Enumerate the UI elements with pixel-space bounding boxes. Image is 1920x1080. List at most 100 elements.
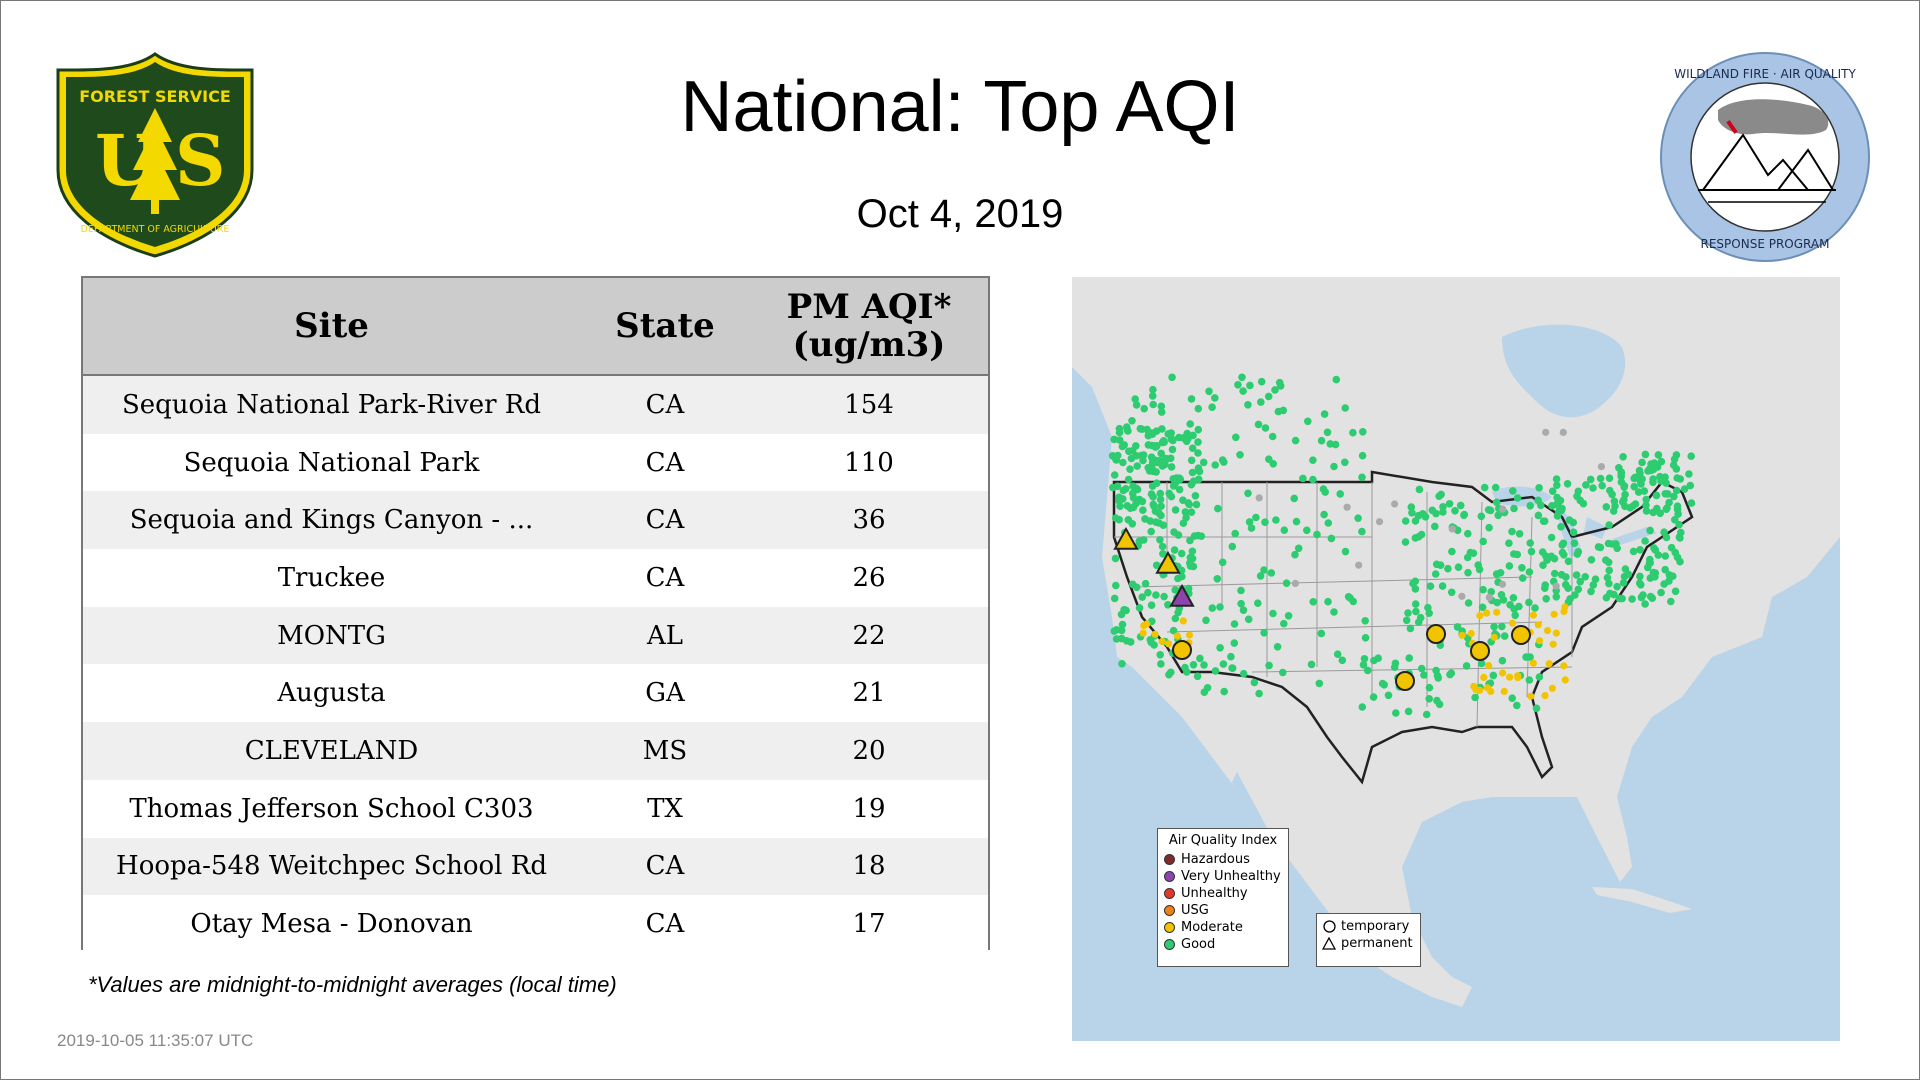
good-monitor-marker[interactable] xyxy=(1505,539,1513,547)
good-monitor-marker[interactable] xyxy=(1359,428,1367,436)
good-monitor-marker[interactable] xyxy=(1189,431,1197,440)
good-monitor-marker[interactable] xyxy=(1574,585,1583,594)
good-monitor-marker[interactable] xyxy=(1641,537,1649,545)
good-monitor-marker[interactable] xyxy=(1156,495,1165,504)
good-monitor-marker[interactable] xyxy=(1187,456,1196,465)
good-monitor-marker[interactable] xyxy=(1621,502,1629,511)
good-monitor-marker[interactable] xyxy=(1187,395,1196,403)
good-monitor-marker[interactable] xyxy=(1513,494,1522,502)
good-monitor-marker[interactable] xyxy=(1147,527,1155,536)
good-monitor-marker[interactable] xyxy=(1498,656,1507,665)
good-monitor-marker[interactable] xyxy=(1128,417,1136,425)
good-monitor-marker[interactable] xyxy=(1203,684,1212,692)
good-monitor-marker[interactable] xyxy=(1513,701,1521,710)
good-monitor-marker[interactable] xyxy=(1508,527,1516,536)
good-monitor-marker[interactable] xyxy=(1479,585,1487,594)
good-monitor-marker[interactable] xyxy=(1526,502,1534,510)
moderate-monitor-marker[interactable] xyxy=(1490,633,1498,641)
good-monitor-marker[interactable] xyxy=(1630,474,1638,483)
good-monitor-marker[interactable] xyxy=(1392,709,1400,717)
good-monitor-marker[interactable] xyxy=(1169,436,1177,445)
good-monitor-marker[interactable] xyxy=(1165,489,1173,498)
good-monitor-marker[interactable] xyxy=(1587,556,1596,564)
good-monitor-marker[interactable] xyxy=(1317,436,1326,445)
good-monitor-marker[interactable] xyxy=(1125,447,1133,456)
good-monitor-marker[interactable] xyxy=(1110,594,1119,603)
good-monitor-marker[interactable] xyxy=(1534,496,1542,505)
good-monitor-marker[interactable] xyxy=(1194,425,1203,434)
good-monitor-marker[interactable] xyxy=(1149,467,1157,476)
moderate-monitor-marker[interactable] xyxy=(1476,612,1484,620)
good-monitor-marker[interactable] xyxy=(1124,516,1133,524)
good-monitor-marker[interactable] xyxy=(1143,425,1151,434)
moderate-monitor-marker[interactable] xyxy=(1139,629,1147,637)
good-monitor-marker[interactable] xyxy=(1645,559,1654,567)
good-monitor-marker[interactable] xyxy=(1146,636,1155,644)
good-monitor-marker[interactable] xyxy=(1624,570,1633,579)
good-monitor-marker[interactable] xyxy=(1171,614,1180,623)
good-monitor-marker[interactable] xyxy=(1202,616,1210,625)
good-monitor-marker[interactable] xyxy=(1672,486,1681,495)
good-monitor-marker[interactable] xyxy=(1194,438,1202,446)
good-monitor-marker[interactable] xyxy=(1254,420,1263,429)
good-monitor-marker[interactable] xyxy=(1425,683,1434,692)
good-monitor-marker[interactable] xyxy=(1384,691,1393,700)
good-monitor-marker[interactable] xyxy=(1541,581,1549,589)
good-monitor-marker[interactable] xyxy=(1649,508,1657,517)
good-monitor-marker[interactable] xyxy=(1214,504,1222,513)
good-monitor-marker[interactable] xyxy=(1417,530,1426,539)
good-monitor-marker[interactable] xyxy=(1525,676,1534,684)
good-monitor-marker[interactable] xyxy=(1605,474,1614,482)
moderate-monitor-marker[interactable] xyxy=(1529,611,1537,619)
good-monitor-marker[interactable] xyxy=(1149,400,1157,409)
good-monitor-marker[interactable] xyxy=(1570,539,1579,547)
good-monitor-marker[interactable] xyxy=(1477,512,1486,521)
good-monitor-marker[interactable] xyxy=(1128,580,1137,589)
good-monitor-marker[interactable] xyxy=(1576,496,1584,505)
good-monitor-marker[interactable] xyxy=(1110,471,1119,479)
good-monitor-marker[interactable] xyxy=(1199,458,1208,467)
good-monitor-marker[interactable] xyxy=(1194,531,1202,540)
good-monitor-marker[interactable] xyxy=(1354,514,1362,522)
good-monitor-marker[interactable] xyxy=(1303,526,1311,535)
moderate-monitor-marker[interactable] xyxy=(1484,684,1492,692)
good-monitor-marker[interactable] xyxy=(1587,587,1595,596)
good-monitor-marker[interactable] xyxy=(1401,517,1410,525)
good-monitor-marker[interactable] xyxy=(1562,573,1570,581)
good-monitor-marker[interactable] xyxy=(1344,593,1353,601)
good-monitor-marker[interactable] xyxy=(1129,482,1137,490)
good-monitor-marker[interactable] xyxy=(1208,604,1217,612)
good-monitor-marker[interactable] xyxy=(1161,460,1169,469)
no-data-marker[interactable] xyxy=(1542,428,1550,436)
good-monitor-marker[interactable] xyxy=(1256,572,1265,580)
good-monitor-marker[interactable] xyxy=(1117,626,1126,635)
moderate-monitor-marker[interactable] xyxy=(1151,630,1159,638)
good-monitor-marker[interactable] xyxy=(1157,511,1165,520)
good-monitor-marker[interactable] xyxy=(1138,593,1146,601)
good-monitor-marker[interactable] xyxy=(1649,568,1658,577)
good-monitor-marker[interactable] xyxy=(1646,592,1655,601)
good-monitor-marker[interactable] xyxy=(1505,562,1514,570)
good-monitor-marker[interactable] xyxy=(1261,424,1270,432)
good-monitor-marker[interactable] xyxy=(1309,598,1317,606)
good-monitor-marker[interactable] xyxy=(1186,559,1194,567)
good-monitor-marker[interactable] xyxy=(1147,601,1156,609)
moderate-monitor-marker[interactable] xyxy=(1172,640,1192,660)
good-monitor-marker[interactable] xyxy=(1402,616,1411,625)
good-monitor-marker[interactable] xyxy=(1560,551,1568,559)
good-monitor-marker[interactable] xyxy=(1349,428,1357,437)
good-monitor-marker[interactable] xyxy=(1638,458,1646,467)
good-monitor-marker[interactable] xyxy=(1606,589,1614,598)
good-monitor-marker[interactable] xyxy=(1157,449,1165,458)
no-data-marker[interactable] xyxy=(1499,505,1507,513)
good-monitor-marker[interactable] xyxy=(1474,561,1482,569)
good-monitor-marker[interactable] xyxy=(1239,669,1248,678)
good-monitor-marker[interactable] xyxy=(1491,483,1500,492)
good-monitor-marker[interactable] xyxy=(1432,560,1441,569)
good-monitor-marker[interactable] xyxy=(1554,501,1562,510)
good-monitor-marker[interactable] xyxy=(1156,489,1165,498)
good-monitor-marker[interactable] xyxy=(1405,654,1413,662)
good-monitor-marker[interactable] xyxy=(1553,512,1562,520)
good-monitor-marker[interactable] xyxy=(1272,516,1280,524)
good-monitor-marker[interactable] xyxy=(1525,598,1533,607)
